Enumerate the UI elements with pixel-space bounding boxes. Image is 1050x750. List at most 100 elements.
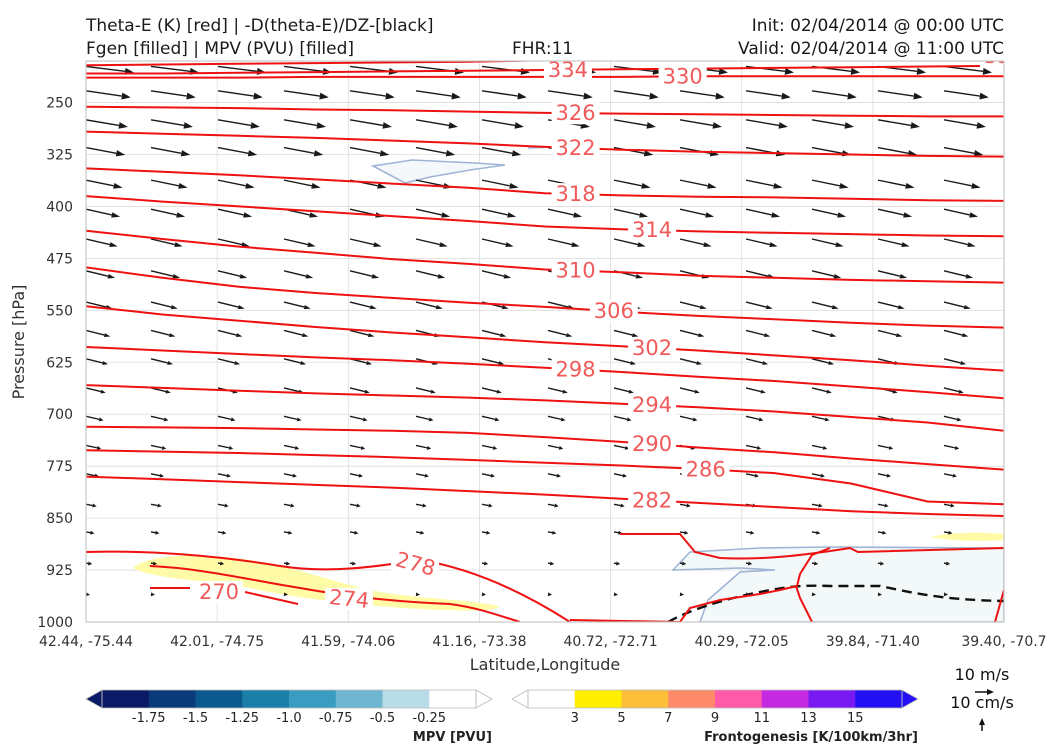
y-tick-label: 475 [46, 251, 73, 267]
theta-e-contour-label: 314 [632, 218, 672, 242]
wind-vector [217, 208, 244, 216]
wind-vector-arrowhead [839, 182, 849, 189]
wind-vector-arrowhead [916, 67, 926, 75]
wind-vector [943, 444, 956, 449]
wind-vector-arrowhead [560, 417, 566, 422]
wind-vector-arrowhead [362, 417, 368, 422]
wind-vector [86, 503, 93, 507]
wind-vector-arrowhead [816, 530, 821, 535]
wind-vector-arrowhead [958, 389, 964, 394]
wind-vector-arrowhead [835, 242, 844, 248]
wind-vector-arrowhead [243, 212, 253, 218]
mpv-colorbar: -1.75 -1.5 -1.25 -1.0 -0.75 -0.5 -0.25 [85, 689, 493, 726]
wind-vector-arrowhead [781, 92, 791, 100]
wind-vector-arrowhead [483, 561, 489, 566]
wind-vector-arrowhead [943, 592, 948, 597]
wind-vector [745, 208, 772, 216]
wind-vector [481, 270, 505, 277]
wind-vector-arrowhead [822, 445, 828, 450]
wind-vector-arrowhead [439, 242, 448, 248]
wind-vector [349, 301, 371, 308]
wind-vector [745, 531, 751, 534]
contour-label-background [551, 136, 600, 159]
wind-vector-arrowhead [963, 304, 971, 310]
wind-vector-arrowhead [707, 182, 717, 189]
theta-e-contours [86, 61, 1004, 622]
fgen-colorbar: 3 5 7 9 11 13 15 [511, 689, 919, 726]
wind-vector [811, 301, 833, 308]
wind-vector-arrowhead [167, 361, 174, 365]
colorbar-tick-label: 9 [711, 711, 719, 726]
wind-vector [1003, 90, 1004, 92]
theta-e-contour-label: 302 [632, 336, 672, 360]
wind-vector-arrowhead [1006, 561, 1010, 565]
y-tick-label: 325 [46, 148, 73, 164]
colorbar-segment [808, 690, 856, 708]
colorbar-segment [429, 690, 477, 708]
wind-vector [283, 179, 312, 187]
wind-vector-arrowhead [237, 304, 245, 310]
contour-label-background [551, 259, 600, 282]
wind-vector-arrowhead [960, 361, 967, 365]
wind-vector [547, 473, 558, 477]
wind-vector [349, 270, 373, 277]
wind-vector [86, 119, 120, 127]
wind-vector [877, 238, 903, 246]
wind-vector-arrowhead [756, 445, 762, 450]
wind-vector-arrowhead [913, 92, 923, 100]
wind-vector [86, 444, 98, 449]
reference-vertical-arrowhead [979, 718, 985, 725]
wind-vector [877, 208, 904, 216]
wind-vector-arrowhead [828, 361, 835, 365]
wind-vector-arrowhead [712, 122, 722, 129]
wind-vector-arrowhead [165, 389, 171, 394]
theta-e-contour [620, 533, 1004, 560]
wind-vector [1003, 473, 1004, 475]
wind-vector [1003, 66, 1004, 68]
wind-vector-arrowhead [715, 92, 725, 100]
wind-vector [943, 179, 972, 187]
wind-vector [150, 90, 187, 97]
wind-vector-arrowhead [646, 122, 656, 129]
theta-e-contour [86, 384, 1004, 432]
wind-vector-arrowhead [696, 361, 703, 365]
wind-vector-arrowhead [228, 445, 234, 450]
reference-horizontal-label: 10 m/s [955, 665, 1010, 684]
colorbar-segment [621, 690, 669, 708]
wind-vector [547, 415, 562, 421]
wind-vector-arrowhead [379, 150, 390, 157]
theta-e-contour [86, 105, 1004, 118]
wind-vector-arrowhead [630, 361, 637, 365]
wind-vector-arrowhead [1043, 68, 1050, 75]
wind-vector [150, 119, 185, 127]
wind-vector-arrowhead [910, 122, 920, 129]
x-tick-label: 39.40, -70.7 [961, 634, 1046, 650]
contour-label-background [628, 394, 677, 417]
frontogenesis-shading [133, 555, 500, 611]
wind-vector [679, 531, 685, 534]
wind-vector-arrowhead [1029, 212, 1038, 217]
theta-e-contour-label: 290 [632, 432, 672, 456]
reference-vectors: 10 m/s 10 cm/s [950, 665, 1014, 731]
wind-vector-arrowhead [897, 304, 905, 310]
wind-vector-arrowhead [844, 122, 854, 129]
contour-label-background [551, 358, 600, 381]
wind-vector-arrowhead [820, 473, 825, 478]
wind-vector-arrowhead [245, 182, 255, 189]
wind-vector [877, 301, 899, 308]
wind-vector-arrowhead [159, 473, 164, 478]
plot-area: 338 334 330 326 322 318 314 310 306 302 298 294 290 2… [85, 44, 1050, 623]
wind-vector-arrowhead [760, 389, 766, 394]
theta-e-contour-label: 338 [984, 44, 1024, 68]
wind-vector-arrowhead [718, 67, 728, 75]
wind-vector-arrowhead [492, 445, 498, 450]
colorbar-frame [101, 689, 477, 709]
y-axis-label: Pressure [hPa] [9, 285, 28, 400]
colorbar-tick-label: 11 [753, 711, 770, 726]
wind-vector [481, 415, 496, 421]
wind-vector [481, 208, 508, 216]
wind-vector-arrowhead [882, 530, 887, 535]
wind-vector-arrowhead [514, 122, 524, 129]
wind-vector [877, 90, 914, 97]
